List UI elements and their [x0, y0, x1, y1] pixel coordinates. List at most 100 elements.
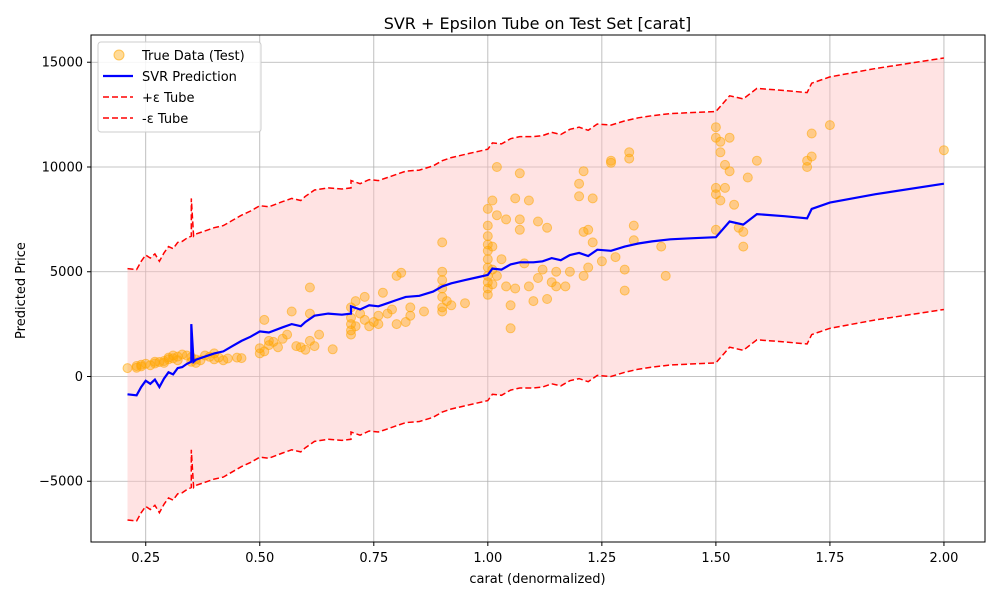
y-tick-label: 0	[75, 370, 83, 385]
data-point	[806, 128, 817, 139]
data-point	[309, 341, 320, 352]
data-point	[491, 270, 502, 281]
x-tick-label: 1.25	[587, 551, 616, 566]
data-point	[528, 296, 539, 307]
plot-frame	[90, 34, 986, 543]
legend-marker-true-data	[113, 49, 125, 61]
data-point	[542, 294, 553, 304]
data-point	[222, 353, 233, 364]
data-point	[359, 291, 370, 302]
y-tick-label: 5000	[50, 265, 83, 280]
data-point	[419, 306, 429, 317]
data-point	[373, 310, 384, 321]
data-point	[236, 353, 247, 364]
data-point	[505, 300, 516, 311]
svr-prediction-line	[127, 182, 945, 397]
data-point	[437, 275, 448, 286]
data-point	[751, 155, 762, 166]
data-point	[742, 172, 753, 183]
data-point	[656, 241, 667, 252]
data-point	[537, 264, 548, 275]
data-point	[482, 254, 493, 265]
epsilon-tube-fill	[127, 58, 944, 521]
data-point	[715, 195, 726, 206]
x-tick-label: 0.25	[131, 551, 160, 566]
data-point	[505, 323, 516, 334]
data-point	[938, 145, 949, 156]
data-point	[304, 282, 315, 293]
data-point	[482, 220, 493, 231]
y-tick-label: 15000	[42, 56, 83, 71]
data-point	[327, 344, 338, 355]
data-point	[587, 193, 598, 204]
epsilon-tube-area	[127, 58, 944, 521]
data-point	[482, 231, 493, 242]
legend-label-true-data: True Data (Test)	[141, 49, 245, 64]
data-point	[660, 270, 671, 281]
data-point	[514, 214, 525, 225]
data-point	[405, 310, 416, 321]
data-point	[282, 329, 293, 340]
data-point	[596, 256, 607, 267]
x-tick-label: 0.75	[359, 551, 388, 566]
data-point	[729, 199, 740, 210]
data-point	[259, 314, 270, 325]
scatter-points	[122, 120, 949, 374]
data-point	[482, 203, 493, 214]
data-point	[377, 287, 388, 298]
data-point	[583, 224, 594, 235]
x-axis-title: carat (denormalized)	[469, 572, 605, 587]
axis-ticks: 0.25 0.50 0.75 1.00 1.25 1.50 1.75 2.00 −5000 0 50…	[39, 56, 958, 566]
data-point	[551, 266, 562, 277]
data-point	[405, 302, 416, 313]
data-point	[574, 191, 585, 202]
data-point	[501, 281, 512, 292]
data-point	[437, 266, 448, 277]
data-point	[295, 342, 306, 353]
x-tick-label: 2.00	[929, 551, 958, 566]
data-point	[510, 193, 521, 204]
chart-title: SVR + Epsilon Tube on Test Set [carat]	[384, 14, 692, 33]
data-point	[578, 166, 589, 177]
data-point	[583, 262, 594, 273]
data-point	[610, 252, 621, 263]
data-point	[533, 273, 543, 283]
x-tick-label: 1.00	[473, 551, 502, 566]
lower-epsilon-line	[127, 308, 945, 522]
data-point	[446, 300, 457, 311]
data-point	[574, 178, 585, 189]
data-point	[273, 342, 283, 353]
data-point	[487, 195, 498, 206]
data-point	[387, 304, 397, 315]
data-point	[564, 266, 575, 277]
data-point	[350, 296, 361, 307]
legend-label-svr-prediction: SVR Prediction	[142, 70, 237, 85]
data-point	[523, 281, 534, 292]
data-point	[391, 319, 402, 330]
data-point	[738, 226, 749, 237]
data-point	[542, 222, 553, 233]
grid	[91, 35, 985, 542]
x-tick-label: 0.50	[245, 551, 274, 566]
y-axis-title: Predicted Price	[14, 242, 29, 339]
data-point	[437, 237, 448, 248]
data-point	[724, 132, 735, 143]
data-point	[619, 285, 630, 296]
data-point	[715, 136, 726, 147]
y-tick-label: −5000	[39, 475, 83, 490]
data-point	[487, 279, 498, 290]
data-point	[122, 363, 133, 374]
data-point	[491, 162, 502, 172]
legend-label-plus-epsilon: +ε Tube	[142, 91, 195, 106]
legend-box	[97, 41, 262, 133]
data-point	[514, 168, 525, 179]
data-point	[523, 195, 534, 206]
data-point	[710, 122, 721, 133]
legend: True Data (Test) SVR Prediction +ε Tube …	[97, 41, 262, 133]
data-point	[551, 281, 562, 292]
data-point	[710, 224, 721, 235]
data-point	[606, 157, 616, 168]
y-tick-label: 10000	[42, 160, 83, 175]
data-point	[533, 216, 543, 227]
